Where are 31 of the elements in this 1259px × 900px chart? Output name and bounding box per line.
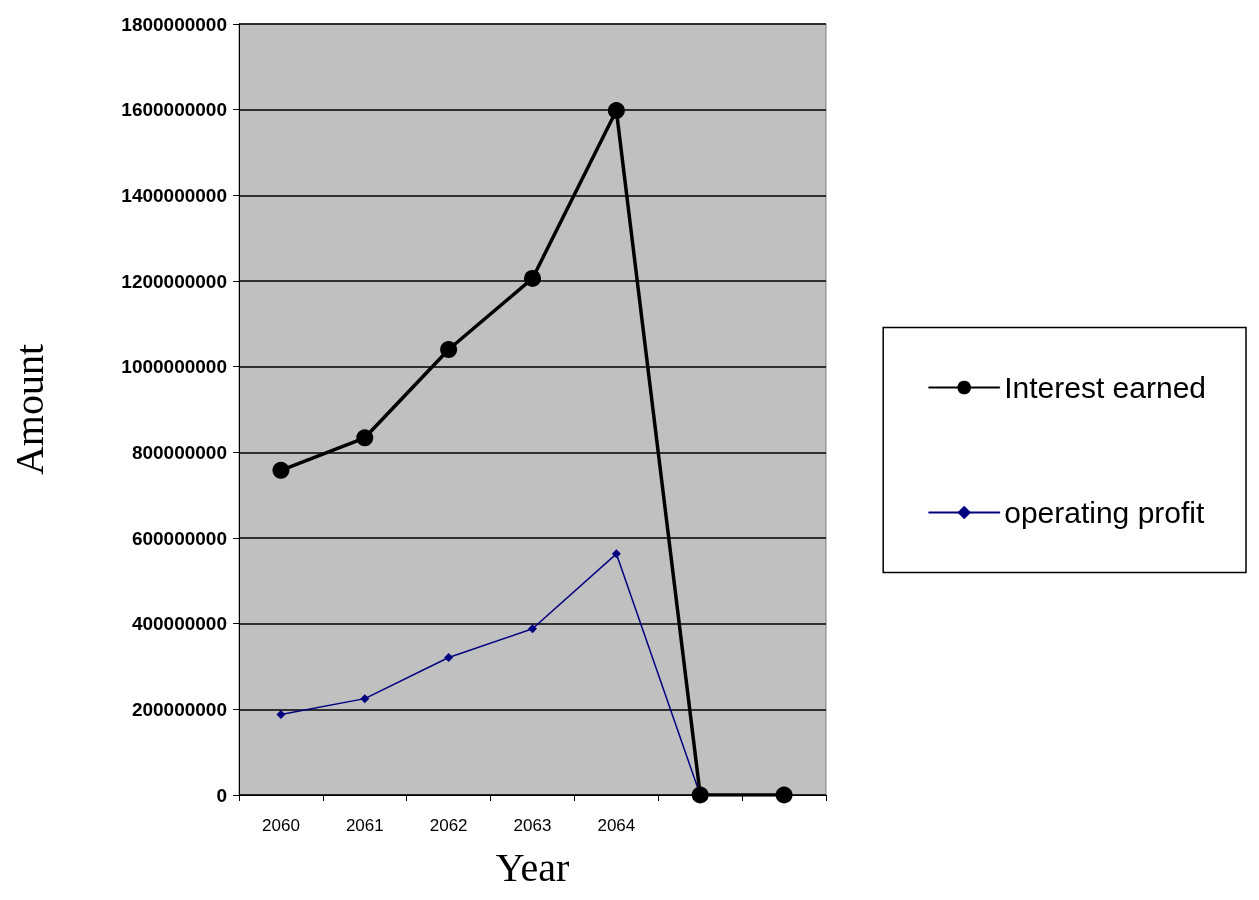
y-tick-label: 600000000 bbox=[131, 527, 227, 549]
y-tick-label: 200000000 bbox=[131, 698, 227, 720]
y-tick-label: 1600000000 bbox=[121, 99, 227, 121]
point bbox=[440, 341, 458, 359]
point bbox=[607, 102, 625, 120]
point bbox=[775, 786, 793, 804]
point bbox=[611, 549, 621, 559]
x-tick-label: 2064 bbox=[597, 816, 636, 835]
point bbox=[276, 709, 286, 719]
point bbox=[528, 624, 537, 634]
y-tick-label: 0 bbox=[216, 784, 227, 806]
y-tick-label: 1200000000 bbox=[121, 270, 227, 292]
y-axis-title: Amount bbox=[6, 343, 52, 476]
x-tick-label: 2062 bbox=[429, 816, 468, 835]
point bbox=[272, 461, 290, 479]
x-tick-label: 2061 bbox=[345, 816, 384, 835]
y-tick-label: 800000000 bbox=[131, 441, 227, 463]
point bbox=[691, 786, 709, 804]
x-tick-label: 2060 bbox=[262, 816, 300, 835]
y-tick-label: 1400000000 bbox=[121, 184, 227, 206]
y-tick-label: 400000000 bbox=[131, 613, 227, 635]
point bbox=[524, 269, 541, 287]
legend-label: operating profit bbox=[1004, 496, 1205, 529]
legend-label: Interest earned bbox=[1004, 371, 1206, 404]
point bbox=[356, 429, 374, 447]
point bbox=[444, 653, 454, 663]
point bbox=[360, 694, 370, 704]
x-tick-label: 2063 bbox=[513, 816, 552, 835]
x-axis-title: Year bbox=[495, 844, 570, 890]
y-tick-label: 1000000000 bbox=[121, 356, 227, 378]
y-tick-label: 1800000000 bbox=[121, 13, 227, 35]
